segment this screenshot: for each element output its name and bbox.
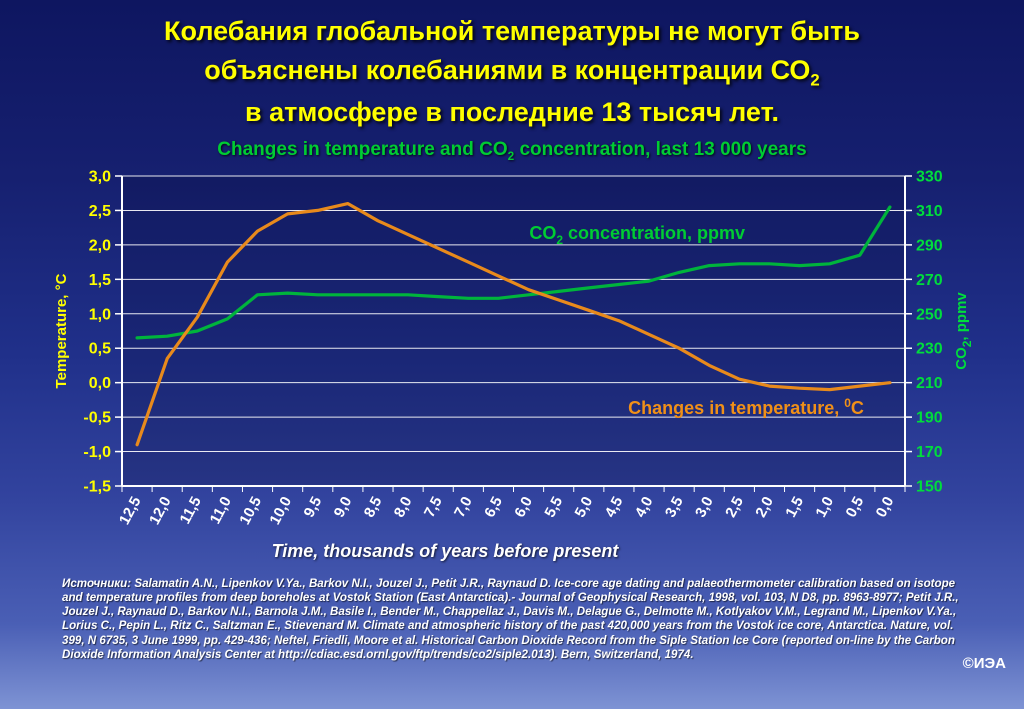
svg-text:1,5: 1,5 [782, 494, 807, 520]
svg-text:210: 210 [916, 375, 943, 392]
svg-text:0,5: 0,5 [843, 494, 868, 520]
svg-text:-1,0: -1,0 [83, 444, 111, 461]
svg-text:7,0: 7,0 [451, 494, 476, 520]
svg-text:CO2 concentration, ppmv: CO2 concentration, ppmv [529, 223, 745, 247]
svg-text:7,5: 7,5 [421, 494, 446, 520]
svg-text:6,0: 6,0 [511, 494, 536, 520]
svg-text:1,0: 1,0 [89, 306, 111, 323]
svg-text:4,5: 4,5 [602, 494, 627, 520]
svg-text:4,0: 4,0 [632, 494, 657, 520]
chart-title-post: concentration, last 13 000 years [514, 139, 807, 160]
svg-text:330: 330 [916, 169, 943, 186]
svg-text:-1,5: -1,5 [83, 479, 111, 496]
sources-text: Источники: Salamatin A.N., Lipenkov V.Ya… [62, 577, 959, 661]
svg-text:170: 170 [916, 444, 943, 461]
svg-text:190: 190 [916, 410, 943, 427]
svg-text:12,0: 12,0 [146, 494, 175, 528]
svg-text:0,5: 0,5 [89, 341, 111, 358]
svg-text:5,5: 5,5 [541, 494, 566, 520]
svg-text:0,0: 0,0 [873, 494, 898, 520]
svg-text:8,0: 8,0 [391, 494, 416, 520]
svg-text:10,5: 10,5 [236, 494, 265, 528]
svg-text:1,0: 1,0 [812, 494, 837, 520]
chart-svg: 3,0 330 2,5 310 2,0 290 1,5 270 1,0 250 0,5 230 0,0 2… [53, 169, 974, 528]
svg-text:2,5: 2,5 [722, 494, 747, 520]
svg-text:6,5: 6,5 [481, 494, 506, 520]
copyright: ©ИЭА [962, 655, 1006, 672]
chart-title-co2-subscript: 2 [507, 149, 515, 163]
chart-title-pre: Changes in temperature and CO [217, 139, 508, 160]
svg-text:0,0: 0,0 [89, 375, 111, 392]
svg-text:Changes in temperature, 0C: Changes in temperature, 0C [628, 396, 864, 418]
title-co2-subscript: 2 [810, 70, 820, 90]
svg-text:150: 150 [916, 479, 943, 496]
svg-text:Temperature, °C: Temperature, °C [53, 273, 70, 388]
svg-text:270: 270 [916, 272, 943, 289]
svg-text:3,5: 3,5 [662, 494, 687, 520]
title-line-2: объяснены колебаниями в концентрации СО [204, 55, 811, 86]
svg-text:2,0: 2,0 [752, 494, 777, 520]
svg-text:12,5: 12,5 [116, 494, 145, 528]
svg-text:CO2, ppmv: CO2, ppmv [953, 292, 974, 370]
svg-text:9,5: 9,5 [300, 494, 325, 520]
title-line-1: Колебания глобальной температуры не могу… [164, 16, 860, 46]
svg-text:2,0: 2,0 [89, 237, 111, 254]
svg-text:3,0: 3,0 [89, 169, 111, 186]
svg-text:-0,5: -0,5 [83, 410, 111, 427]
svg-text:1,5: 1,5 [89, 272, 111, 289]
chart-title: Changes in temperature and CO2 concentra… [0, 139, 1024, 163]
title-line-3: в атмосфере в последние 13 тысяч лет. [245, 96, 779, 127]
x-axis-title: Time, thousands of years before present [271, 541, 619, 561]
svg-text:290: 290 [916, 237, 943, 254]
svg-text:9,0: 9,0 [331, 494, 356, 520]
svg-text:2,5: 2,5 [89, 203, 111, 220]
svg-text:11,5: 11,5 [176, 494, 204, 527]
svg-text:11,0: 11,0 [207, 494, 235, 527]
svg-text:310: 310 [916, 203, 943, 220]
svg-text:250: 250 [916, 306, 943, 323]
slide-title: Колебания глобальной температуры не могу… [0, 12, 1024, 132]
svg-text:5,0: 5,0 [572, 494, 597, 520]
svg-text:8,5: 8,5 [361, 494, 386, 520]
svg-text:3,0: 3,0 [692, 494, 717, 520]
svg-text:230: 230 [916, 341, 943, 358]
svg-text:10,0: 10,0 [266, 494, 295, 528]
